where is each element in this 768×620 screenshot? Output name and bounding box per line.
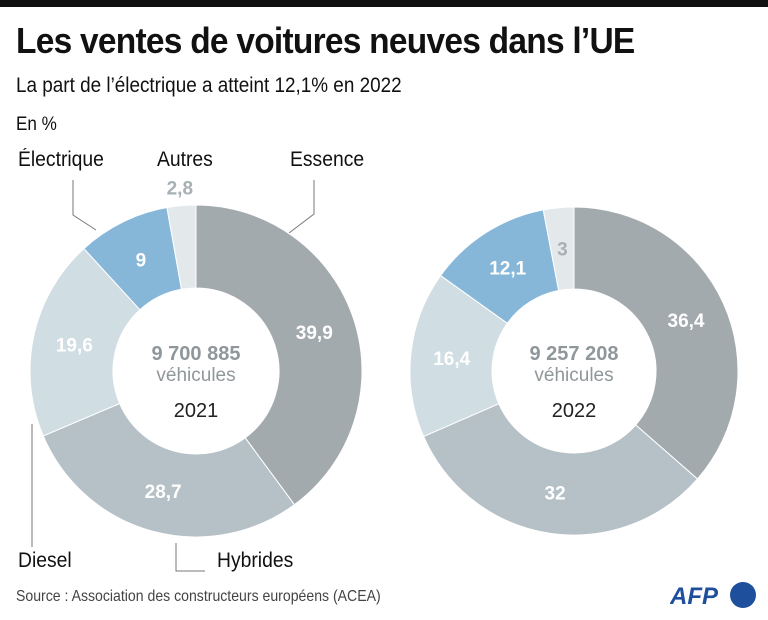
year-label-2022: 2022 <box>552 400 597 422</box>
leader-lines <box>31 180 315 572</box>
slice-hybrides-2021 <box>42 402 296 538</box>
slice-essence-2021 <box>195 204 363 506</box>
label-essence: Essence <box>290 148 365 171</box>
leader-electrique <box>72 180 97 231</box>
value-label-diesel-2021: 19,6 <box>56 336 93 357</box>
source-note: Source : Association des constructeurs e… <box>16 588 381 605</box>
total-unit-2022: véhicules <box>534 365 613 386</box>
slice-essence-2022 <box>573 206 739 480</box>
label-hybrides: Hybrides <box>217 549 294 572</box>
value-label-hybrides-2021: 28,7 <box>145 482 182 503</box>
label-diesel: Diesel <box>18 549 72 572</box>
value-label-diesel-2022: 16,4 <box>433 349 470 370</box>
chart-title: Les ventes de voitures neuves dans l’UE <box>16 20 635 61</box>
value-label-electrique-2022: 12,1 <box>489 258 526 279</box>
total-count-2021: 9 700 885 <box>152 343 241 365</box>
value-label-hybrides-2022: 32 <box>545 484 566 505</box>
label-electrique: Électrique <box>18 148 104 171</box>
year-label-2021: 2021 <box>174 400 219 422</box>
total-count-2022: 9 257 208 <box>530 343 619 365</box>
value-label-electrique-2021: 9 <box>136 250 147 271</box>
afp-logo-dot <box>730 582 756 608</box>
value-label-autres-2021: 2,8 <box>167 179 193 200</box>
leader-hybrides <box>175 543 205 572</box>
afp-logo: AFP <box>669 579 760 613</box>
slice-autres-2022 <box>542 206 575 292</box>
slice-diesel-2021 <box>29 247 141 437</box>
value-label-essence-2021: 39,9 <box>296 323 333 344</box>
label-autres: Autres <box>157 148 213 171</box>
value-label-autres-2022: 3 <box>557 240 568 261</box>
value-label-essence-2022: 36,4 <box>668 311 705 332</box>
leader-essence <box>288 180 315 234</box>
afp-logo-text: AFP <box>670 583 719 610</box>
chart-subtitle: La part de l’électrique a atteint 12,1% … <box>16 74 402 97</box>
slice-autres-2021 <box>166 204 197 290</box>
total-unit-2021: véhicules <box>156 365 235 386</box>
unit-label: En % <box>16 114 57 135</box>
slice-hybrides-2022 <box>422 403 699 536</box>
top-rule <box>0 0 768 7</box>
